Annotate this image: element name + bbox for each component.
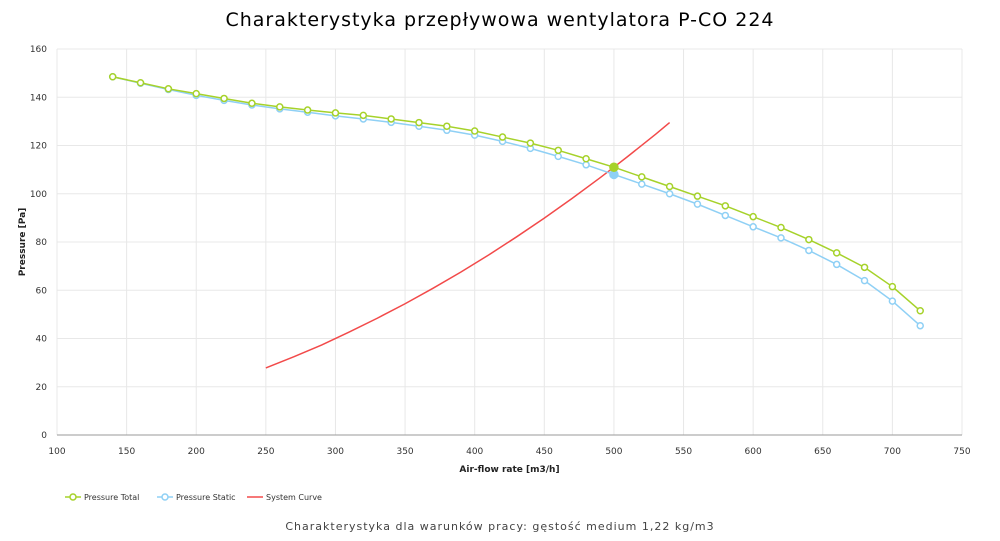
data-point	[303, 106, 312, 114]
data-point	[582, 161, 590, 169]
y-tick-label: 20	[36, 383, 48, 393]
legend-item-pressure-total: Pressure Total	[65, 493, 139, 502]
y-tick-label: 80	[36, 238, 48, 248]
x-tick-label: 700	[884, 447, 901, 457]
data-point	[609, 162, 619, 172]
data-point	[665, 190, 674, 198]
chart-subtitle: Charakterystyka dla warunków pracy: gęst…	[285, 520, 715, 533]
legend-marker-icon	[69, 493, 77, 501]
data-point	[554, 146, 562, 155]
data-point	[888, 297, 897, 305]
legend-item-pressure-static: Pressure Static	[157, 493, 236, 502]
data-point	[749, 223, 757, 231]
data-point	[777, 223, 785, 232]
x-tick-label: 350	[396, 447, 413, 457]
data-point	[387, 115, 395, 123]
x-tick-label: 500	[605, 447, 622, 457]
y-tick-label: 160	[30, 45, 47, 55]
series-line-pressure-static	[112, 76, 921, 327]
x-axis-label: Air-flow rate [m3/h]	[459, 465, 559, 475]
data-point	[192, 89, 200, 98]
data-point	[498, 133, 507, 141]
data-point	[136, 79, 145, 87]
data-point	[359, 111, 368, 120]
data-point	[693, 200, 702, 208]
data-point	[693, 192, 702, 200]
y-tick-label: 120	[30, 142, 47, 152]
data-point	[805, 246, 813, 255]
data-point	[888, 282, 897, 291]
data-point	[220, 94, 228, 103]
data-point	[470, 127, 479, 135]
data-point	[860, 263, 869, 272]
data-point	[749, 212, 757, 221]
data-point	[665, 182, 674, 191]
legend-label: Pressure Total	[84, 493, 139, 502]
x-tick-label: 400	[466, 447, 483, 457]
x-tick-label: 650	[814, 447, 831, 457]
data-point	[721, 211, 730, 220]
data-point	[916, 321, 924, 330]
x-tick-label: 100	[48, 447, 65, 457]
data-point	[415, 118, 423, 127]
x-tick-label: 250	[257, 447, 274, 457]
data-point	[526, 139, 535, 147]
y-tick-label: 0	[41, 431, 47, 441]
data-point	[777, 234, 785, 242]
data-point	[443, 122, 451, 130]
data-point	[832, 249, 841, 257]
y-axis-label: Pressure [Pa]	[18, 208, 28, 277]
data-point	[554, 152, 562, 161]
x-tick-label: 550	[675, 447, 692, 457]
x-tick-label: 150	[118, 447, 135, 457]
y-tick-label: 100	[30, 190, 47, 200]
legend-label: System Curve	[266, 493, 322, 502]
x-tick-label: 450	[536, 447, 553, 457]
x-tick-label: 200	[188, 447, 205, 457]
data-point	[248, 99, 256, 108]
data-point	[916, 307, 924, 315]
legend-item-system-curve: System Curve	[247, 493, 322, 502]
y-tick-label: 40	[36, 335, 48, 345]
data-point	[638, 173, 646, 181]
data-point	[276, 103, 284, 111]
data-point	[582, 155, 590, 163]
legend-marker-icon	[161, 493, 169, 501]
data-point	[860, 276, 869, 285]
y-tick-label: 60	[36, 286, 48, 296]
series-line-pressure-total	[112, 76, 921, 312]
y-tick-label: 140	[30, 93, 47, 103]
data-point	[721, 202, 730, 210]
x-tick-label: 750	[953, 447, 970, 457]
data-point	[638, 180, 646, 188]
data-point	[832, 260, 841, 269]
legend-label: Pressure Static	[176, 493, 236, 502]
data-point	[108, 72, 117, 81]
data-point	[805, 235, 813, 244]
data-point	[164, 85, 173, 93]
chart-title: Charakterystyka przepływowa wentylatora …	[225, 9, 775, 31]
data-point	[331, 109, 340, 117]
series-line-system-curve	[265, 122, 671, 369]
x-tick-label: 300	[327, 447, 344, 457]
x-tick-label: 600	[745, 447, 762, 457]
